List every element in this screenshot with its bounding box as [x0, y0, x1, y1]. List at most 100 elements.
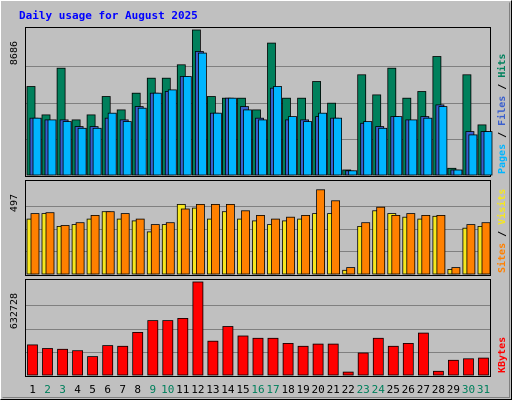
bar-sites-day-17 [271, 218, 280, 275]
chart-panel-2: 497 Sites / Visits [9, 180, 508, 276]
bar-pages-day-13 [212, 112, 222, 176]
bar-sites-day-20 [316, 189, 326, 275]
x-tick-day-16: 16 [251, 383, 264, 396]
y-max-label: 8686 [9, 41, 20, 65]
x-tick-day-18: 18 [281, 383, 294, 396]
y-max-label: 632728 [9, 293, 20, 329]
x-tick-day-5: 5 [89, 383, 96, 396]
bar-sites-day-10 [165, 222, 175, 275]
bar-sites-day-28 [436, 214, 446, 275]
bar-sites-day-25 [391, 214, 401, 275]
bar-sites-day-11 [180, 208, 190, 275]
legend-separator: / [497, 225, 508, 243]
bar-kbytes-day-17 [267, 337, 279, 376]
bar-kbytes-day-31 [478, 357, 489, 376]
x-tick-day-2: 2 [44, 383, 51, 396]
chart-panels: 8686 Pages / Files / Hits 497 Sites / Visit… [9, 27, 508, 377]
panel-legend: KBytes [497, 337, 508, 373]
bar-kbytes-day-27 [417, 332, 429, 376]
bar-kbytes-day-10 [162, 320, 174, 376]
x-tick-day-15: 15 [236, 383, 249, 396]
bar-sites-day-2 [45, 212, 55, 275]
bar-sites-day-12 [195, 203, 205, 275]
legend-separator: / [497, 126, 508, 144]
bar-kbytes-day-6 [102, 345, 114, 376]
bar-sites-day-8 [135, 218, 145, 275]
x-tick-day-21: 21 [327, 383, 340, 396]
bar-pages-day-14 [227, 97, 237, 176]
x-tick-day-10: 10 [161, 383, 174, 396]
bar-sites-day-1 [30, 213, 40, 275]
x-tick-day-25: 25 [387, 383, 400, 396]
bar-sites-day-26 [406, 213, 416, 275]
legend-separator: / [497, 78, 508, 96]
bar-kbytes-day-1 [27, 344, 38, 376]
bar-pages-day-4 [77, 127, 87, 176]
bar-sites-day-14 [225, 203, 235, 275]
x-tick-day-27: 27 [417, 383, 430, 396]
bar-pages-day-23 [363, 121, 373, 176]
bar-pages-day-21 [333, 117, 343, 176]
bar-sites-day-18 [286, 216, 295, 275]
x-tick-day-19: 19 [296, 383, 309, 396]
x-tick-day-6: 6 [104, 383, 111, 396]
bar-sites-day-9 [150, 224, 160, 275]
bar-kbytes-day-22 [342, 371, 354, 376]
bar-pages-day-9 [152, 92, 162, 176]
bar-kbytes-day-12 [192, 281, 204, 376]
panel-legend: Sites / Visits [496, 189, 508, 273]
legend-entry-sites: Sites [496, 243, 508, 273]
bar-pages-day-7 [122, 121, 132, 176]
bar-pages-day-5 [92, 127, 102, 176]
x-tick-day-20: 20 [311, 383, 324, 396]
x-tick-day-22: 22 [342, 383, 355, 396]
chart-panel-1: 8686 Pages / Files / Hits [9, 27, 508, 177]
bar-pages-day-30 [468, 134, 478, 176]
bar-pages-day-29 [453, 169, 463, 176]
bar-kbytes-day-28 [432, 370, 444, 376]
chart-panel-3: 632728 KBytes [9, 279, 508, 377]
bar-kbytes-day-19 [297, 345, 309, 376]
bar-sites-day-22 [346, 267, 356, 275]
bar-kbytes-day-25 [387, 345, 399, 376]
bar-kbytes-day-11 [177, 317, 189, 376]
bar-pages-day-12 [197, 52, 207, 176]
bar-kbytes-day-29 [447, 359, 459, 376]
x-tick-day-3: 3 [59, 383, 66, 396]
series-pages [32, 52, 493, 176]
x-tick-day-13: 13 [206, 383, 219, 396]
bar-kbytes-day-13 [207, 340, 219, 376]
bar-kbytes-day-2 [42, 348, 53, 376]
bar-pages-day-8 [137, 107, 147, 176]
bar-kbytes-day-16 [252, 337, 264, 376]
bar-pages-day-16 [258, 119, 267, 176]
panel-legend-text: Sites / Visits [496, 189, 508, 273]
bar-kbytes-day-9 [147, 320, 159, 376]
x-tick-day-14: 14 [221, 383, 235, 396]
x-tick-day-11: 11 [176, 383, 189, 396]
x-tick-day-12: 12 [191, 383, 204, 396]
bar-kbytes-day-8 [132, 331, 144, 376]
x-tick-day-24: 24 [372, 383, 386, 396]
x-tick-day-29: 29 [447, 383, 460, 396]
bar-sites-day-4 [75, 222, 85, 275]
legend-entry-visits: Visits [496, 189, 508, 225]
bar-kbytes-day-4 [72, 350, 83, 376]
x-tick-day-23: 23 [357, 383, 370, 396]
legend-entry-files: Files [496, 96, 508, 126]
bar-kbytes-day-21 [327, 343, 339, 376]
bar-kbytes-day-5 [87, 356, 98, 376]
bar-sites-day-23 [361, 222, 371, 275]
x-tick-day-7: 7 [119, 383, 126, 396]
bar-pages-day-6 [107, 112, 117, 176]
bar-sites-day-21 [331, 200, 341, 275]
x-tick-day-1: 1 [29, 383, 36, 396]
bar-kbytes-day-24 [372, 337, 384, 376]
bar-sites-day-6 [105, 211, 115, 275]
bar-pages-day-10 [167, 89, 177, 176]
bar-pages-day-18 [288, 116, 297, 176]
x-tick-day-8: 8 [134, 383, 141, 396]
